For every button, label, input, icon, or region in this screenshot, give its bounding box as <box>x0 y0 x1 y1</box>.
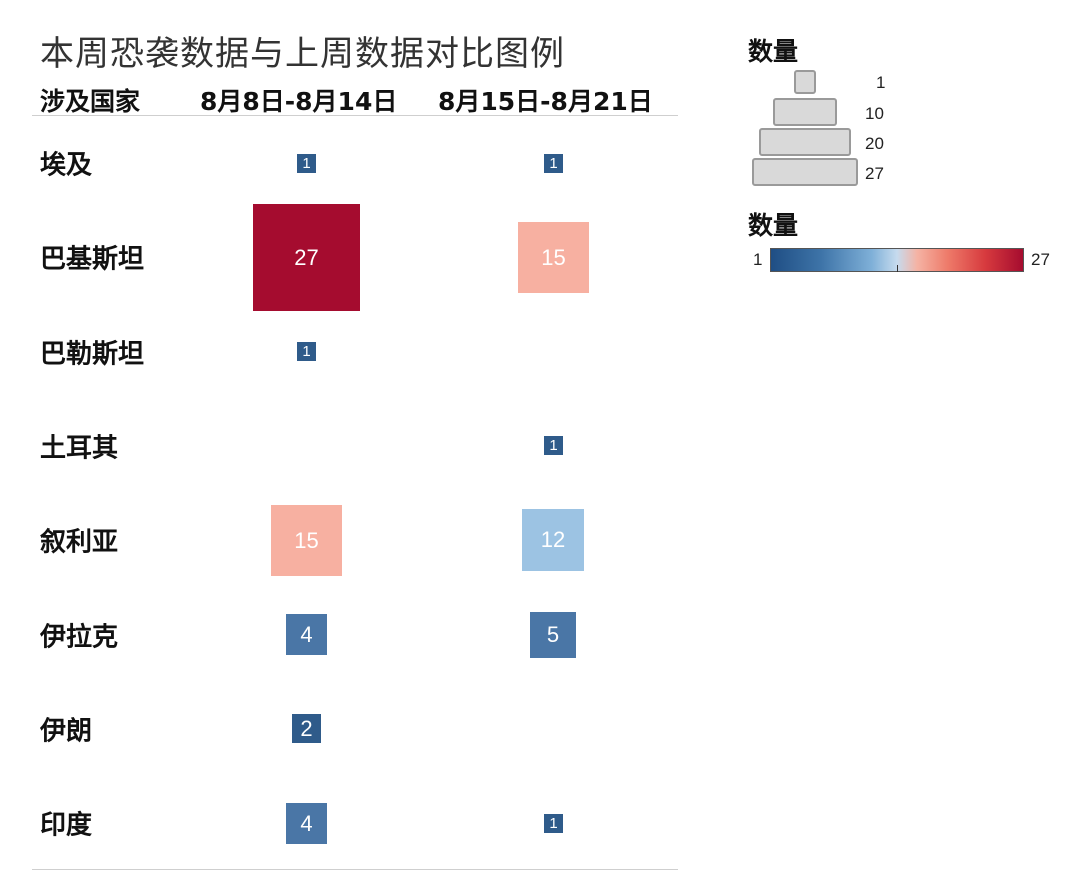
row-label: 土耳其 <box>40 433 119 464</box>
row-label: 印度 <box>40 810 93 841</box>
heatmap-cell: 2 <box>292 714 321 743</box>
heatmap-cell: 1 <box>297 154 316 173</box>
size-legend-swatch <box>794 70 816 94</box>
size-legend-label: 1 <box>876 73 886 92</box>
color-legend-title: 数量 <box>748 211 799 240</box>
size-legend-title: 数量 <box>748 37 799 66</box>
size-legend-label: 20 <box>865 134 884 153</box>
row-label: 埃及 <box>40 150 93 181</box>
size-legend-swatch <box>773 98 837 126</box>
heatmap-cell: 1 <box>544 154 563 173</box>
heatmap-cell: 1 <box>297 342 316 361</box>
header-divider <box>32 115 678 116</box>
row-label: 巴勒斯坦 <box>40 339 145 370</box>
header-country: 涉及国家 <box>40 87 141 116</box>
header-week2: 8月15日-8月21日 <box>438 87 653 116</box>
color-legend-min-label: 1 <box>753 250 763 269</box>
heatmap-cell: 4 <box>286 803 327 844</box>
row-label: 伊拉克 <box>40 622 119 652</box>
heatmap-cell: 4 <box>286 614 327 655</box>
size-legend-label: 27 <box>865 164 884 183</box>
color-legend-midpoint-tick <box>897 265 898 272</box>
size-legend-swatch <box>759 128 851 156</box>
heatmap-cell: 1 <box>544 814 563 833</box>
heatmap-cell: 12 <box>522 509 584 571</box>
heatmap-cell: 5 <box>530 612 576 658</box>
row-label: 叙利亚 <box>40 527 119 558</box>
color-legend-max-label: 27 <box>1031 250 1050 269</box>
header-week1: 8月8日-8月14日 <box>200 87 398 116</box>
chart-title: 本周恐袭数据与上周数据对比图例 <box>40 34 565 74</box>
size-legend-swatch <box>752 158 858 186</box>
heatmap-cell: 1 <box>544 436 563 455</box>
heatmap-cell: 27 <box>253 204 360 311</box>
heatmap-cell: 15 <box>518 222 589 293</box>
size-legend-label: 10 <box>865 104 884 123</box>
heatmap-cell: 15 <box>271 505 342 576</box>
row-label: 伊朗 <box>40 716 93 747</box>
bottom-divider <box>32 869 678 870</box>
color-legend-bar <box>770 248 1024 272</box>
row-label: 巴基斯坦 <box>40 244 145 275</box>
